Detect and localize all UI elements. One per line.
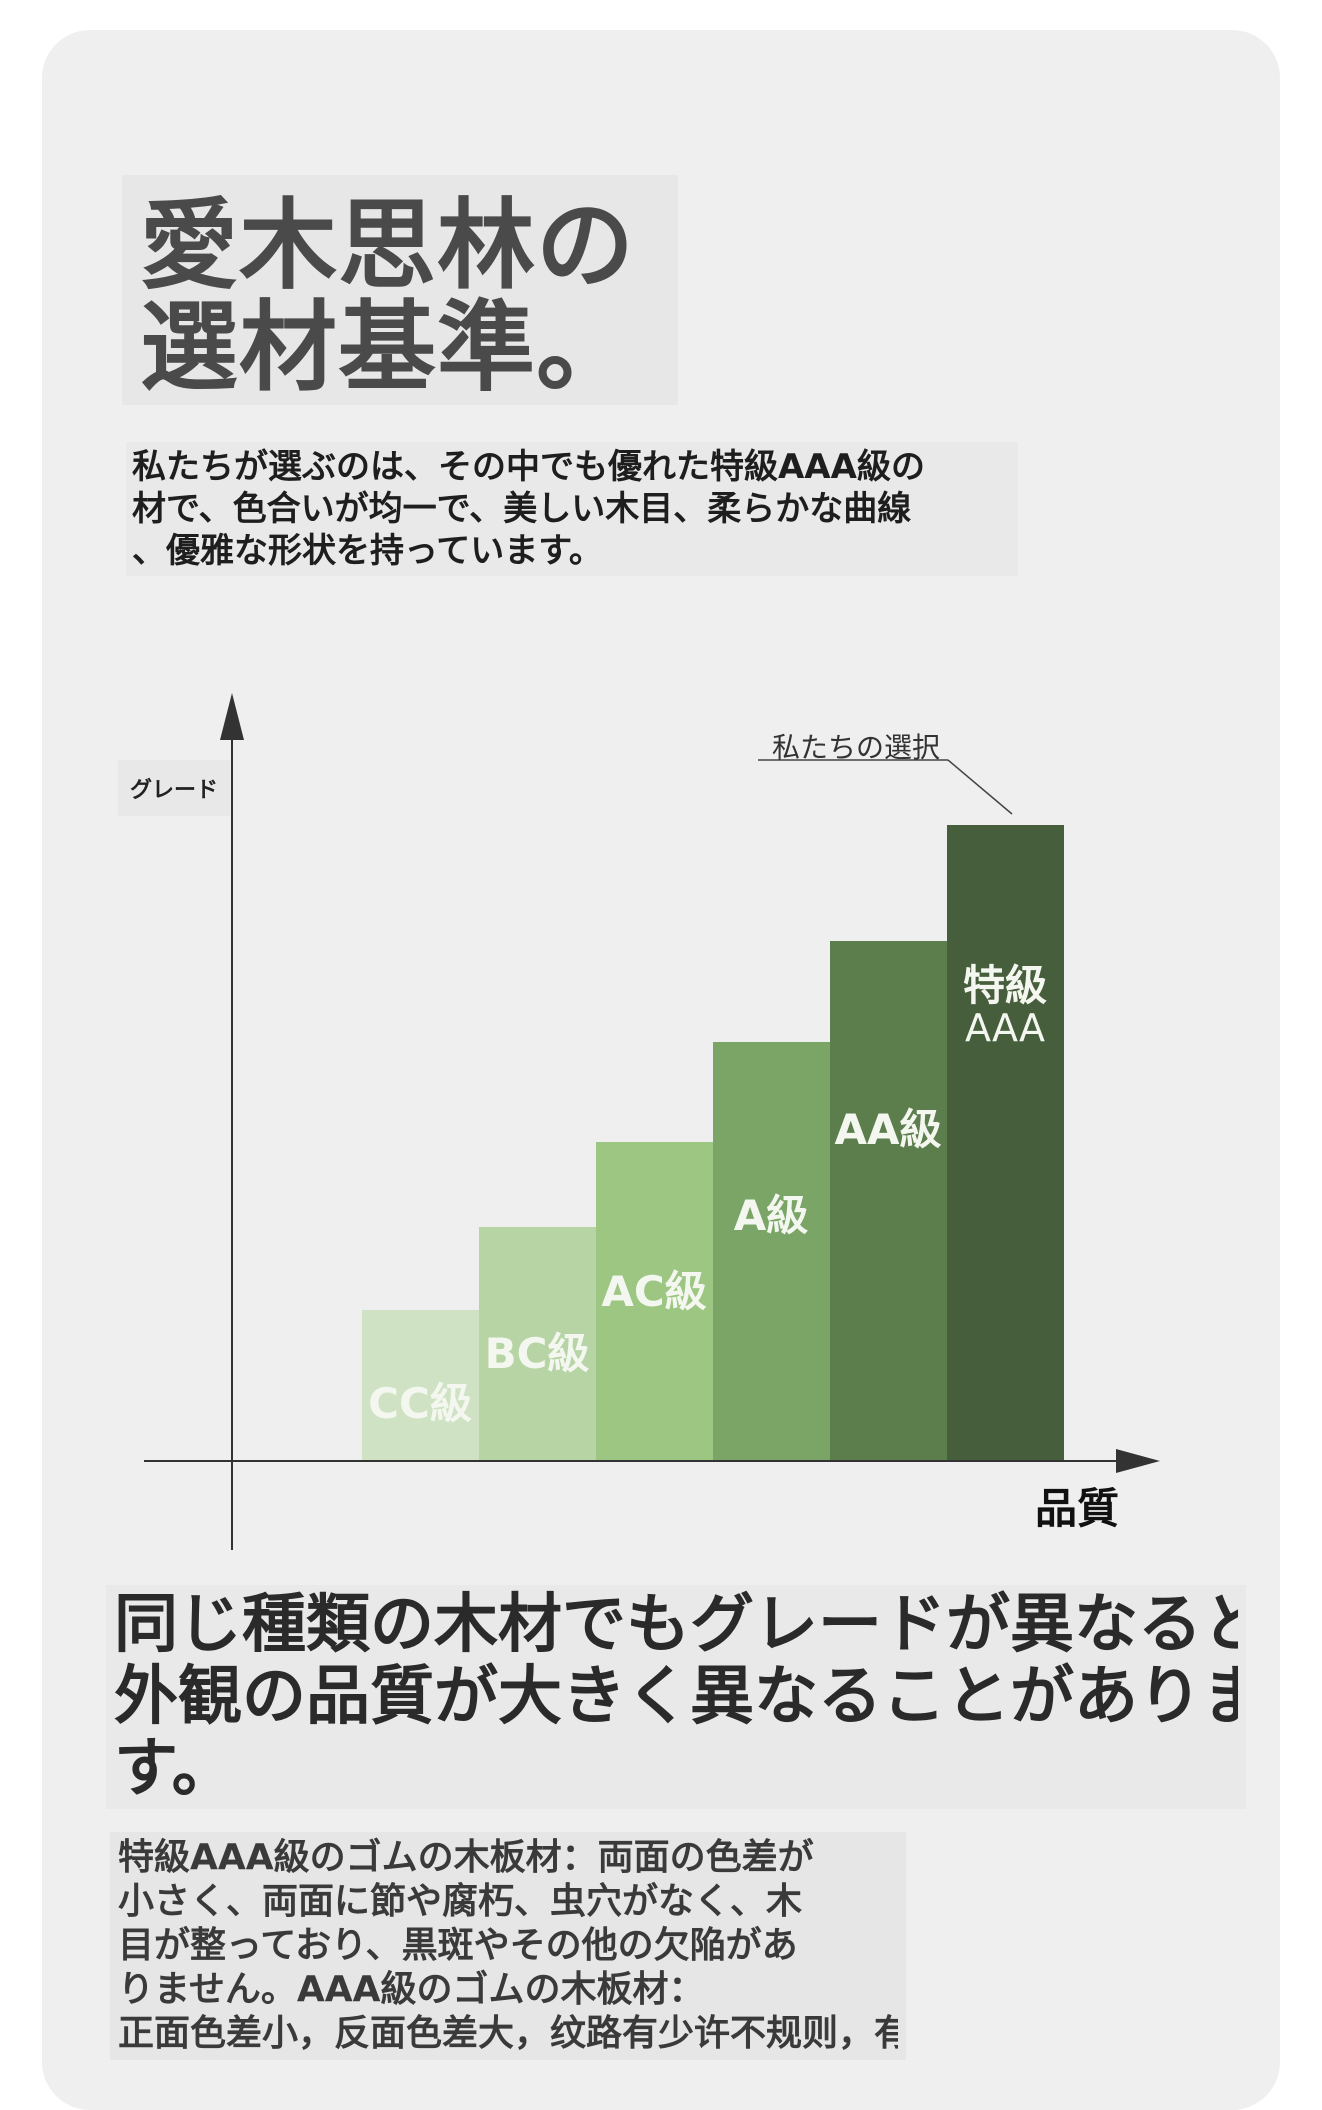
callout-line-diagonal	[947, 759, 1013, 815]
headline-line-1: 同じ種類の木材でもグレードが異なると	[114, 1589, 1238, 1661]
grade-chart-svg	[144, 693, 1160, 1550]
grade-chart: グレード 品質 私たちの選択 CC級 BC級 AC級 A級 AA級 特級 AAA	[118, 693, 1160, 1550]
intro-line-1: 私たちが選ぶのは、その中でも優れた特級AAA級の	[132, 447, 925, 487]
page-title: 愛木思林の 選材基準。	[122, 175, 678, 405]
bar-label-aa: AA級	[834, 1105, 942, 1154]
detail-line-2: 小さく、両面に節や腐朽、虫穴がなく、木	[118, 1881, 803, 1922]
section-headline: 同じ種類の木材でもグレードが異なると 外観の品質が大きく異なることがありま す。	[106, 1585, 1246, 1809]
detail-line-1: 特級AAA級のゴムの木板材：両面の色差が	[118, 1837, 814, 1878]
bar-label-bc: BC級	[484, 1329, 590, 1378]
headline-line-2: 外観の品質が大きく異なることがありま	[114, 1661, 1238, 1733]
bar-a	[713, 1042, 830, 1460]
headline-line-3: す。	[114, 1733, 236, 1805]
y-axis-label: グレード	[118, 760, 231, 816]
callout-label: 私たちの選択	[772, 731, 941, 764]
bar-label-aaa-line-2: AAA	[964, 1006, 1046, 1050]
bars-group	[362, 825, 1064, 1460]
bar-bc	[479, 1227, 596, 1460]
bar-label-cc: CC級	[368, 1379, 472, 1428]
bar-aaa	[947, 825, 1064, 1460]
bar-label-ac: AC級	[601, 1267, 707, 1316]
x-axis-label: 品質	[1035, 1484, 1120, 1533]
y-axis-arrow	[220, 693, 244, 740]
detail-line-3: 目が整っており、黒斑やその他の欠陥があ	[118, 1925, 798, 1966]
intro-line-2: 材で、色合いが均一で、美しい木目、柔らかな曲線	[132, 489, 912, 529]
bar-aa	[830, 941, 947, 1460]
bar-label-a: A級	[733, 1191, 809, 1240]
title-line-1: 愛木思林の	[140, 189, 636, 303]
detail-paragraph: 特級AAA級のゴムの木板材：両面の色差が 小さく、両面に節や腐朽、虫穴がなく、木…	[110, 1832, 906, 2060]
intro-paragraph: 私たちが選ぶのは、その中でも優れた特級AAA級の 材で、色合いが均一で、美しい木…	[126, 442, 1018, 576]
detail-line-5: 正面色差小，反面色差大，纹路有少许不规则，有黑斑	[118, 2013, 898, 2054]
detail-line-4: りません。AAA級のゴムの木板材：	[118, 1969, 705, 2010]
title-line-2: 選材基準。	[140, 291, 636, 405]
bar-label-aaa-line-1: 特級	[962, 961, 1047, 1010]
intro-line-3: 、優雅な形状を持っています。	[132, 531, 603, 571]
bar-ac	[596, 1142, 713, 1460]
bar-cc	[362, 1310, 479, 1460]
x-axis-arrow	[1116, 1449, 1160, 1473]
